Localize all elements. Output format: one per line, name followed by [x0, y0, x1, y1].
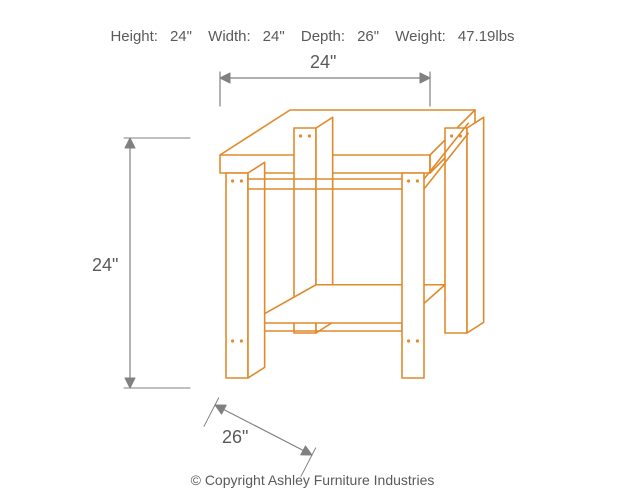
diagram-canvas: Height:24" Width:24" Depth:26" Weight:47… — [0, 0, 625, 500]
table-drawing — [0, 0, 625, 500]
depth-callout: 26" — [222, 427, 248, 448]
copyright-text: © Copyright Ashley Furniture Industries — [0, 472, 625, 488]
width-callout: 24" — [310, 52, 336, 73]
height-callout: 24" — [92, 255, 118, 276]
